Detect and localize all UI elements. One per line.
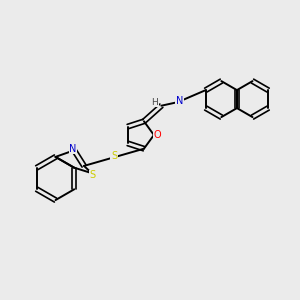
Text: S: S — [90, 170, 96, 181]
Text: S: S — [111, 151, 117, 161]
Text: N: N — [69, 143, 76, 154]
Text: H: H — [152, 98, 158, 106]
Text: O: O — [154, 130, 162, 140]
Text: N: N — [176, 96, 183, 106]
